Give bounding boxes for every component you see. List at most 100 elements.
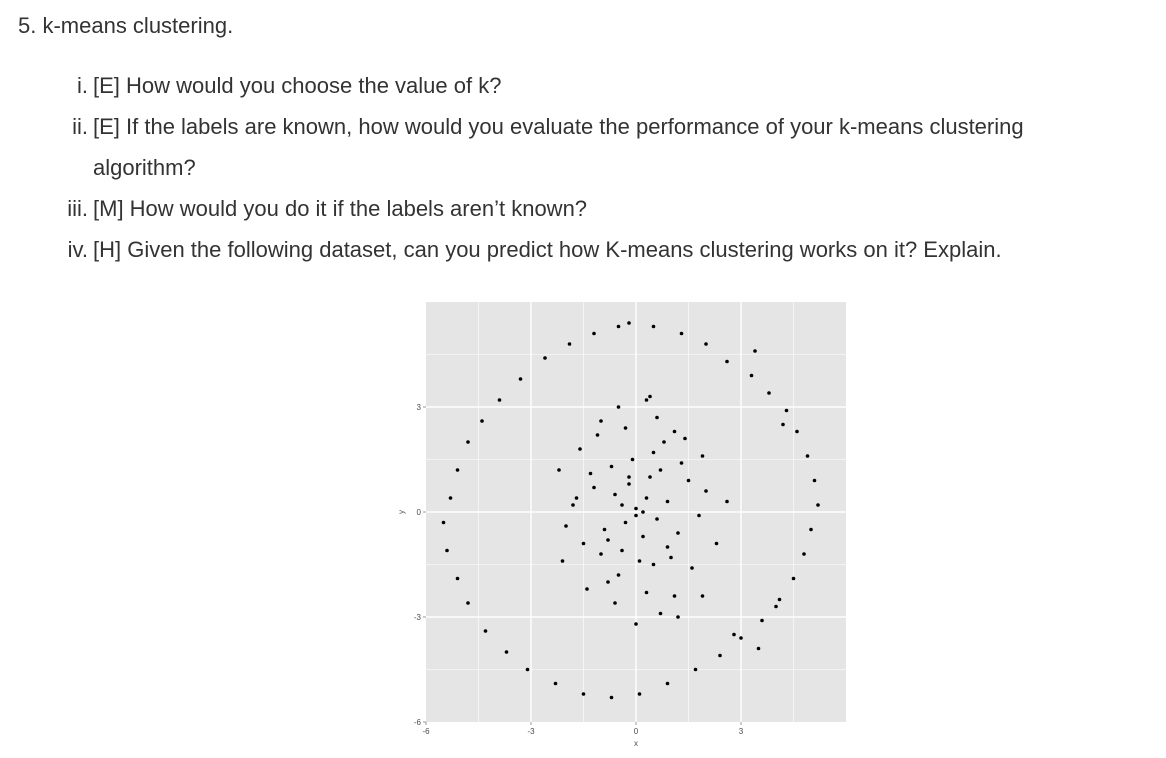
data-point — [644, 590, 649, 595]
data-point — [592, 485, 596, 490]
data-point — [634, 513, 638, 518]
question-item: iv. [H] Given the following dataset, can… — [0, 236, 1166, 277]
data-point — [609, 464, 614, 469]
data-point — [455, 468, 460, 472]
data-point — [553, 681, 558, 686]
data-point — [644, 496, 649, 500]
data-point — [466, 601, 470, 605]
x-axis-label: x — [634, 739, 638, 748]
data-point — [697, 513, 701, 518]
question-text: [E] If the labels are known, how would y… — [93, 114, 1024, 139]
question-number: ii. — [72, 114, 88, 139]
data-point — [609, 695, 614, 700]
data-point — [655, 517, 659, 521]
x-tick-label: -3 — [527, 727, 535, 736]
data-point — [812, 478, 817, 483]
data-point — [616, 405, 621, 409]
x-tick-label: -6 — [422, 727, 430, 736]
data-point — [781, 422, 785, 427]
data-point — [595, 433, 600, 437]
data-point — [809, 527, 813, 532]
data-point — [483, 629, 488, 633]
data-point — [578, 447, 582, 451]
data-point — [672, 429, 677, 434]
data-point — [613, 492, 617, 497]
data-point — [676, 615, 680, 619]
data-point — [585, 587, 589, 591]
data-point — [749, 373, 754, 378]
question-item: ii. [E] If the labels are known, how wou… — [0, 113, 1166, 195]
data-point — [525, 667, 530, 672]
data-point — [718, 653, 722, 658]
y-tick-label: -3 — [414, 613, 422, 622]
data-point — [637, 692, 642, 696]
data-point — [616, 573, 621, 577]
data-point — [641, 534, 645, 539]
data-point — [613, 601, 617, 605]
data-point — [679, 461, 684, 465]
data-point — [700, 594, 705, 598]
data-point — [581, 541, 586, 546]
y-tick-label: -6 — [414, 718, 422, 727]
data-point — [756, 646, 761, 651]
data-point — [641, 510, 645, 514]
data-point — [676, 531, 680, 535]
data-point — [543, 356, 547, 360]
question-number: iii. — [67, 196, 88, 221]
data-point — [795, 429, 799, 434]
data-point — [616, 324, 621, 329]
data-point — [725, 499, 729, 504]
data-point — [606, 580, 610, 584]
data-point — [599, 552, 603, 556]
data-point — [497, 398, 502, 402]
data-point — [448, 496, 453, 500]
data-point — [455, 576, 460, 581]
data-point — [606, 538, 610, 542]
data-point — [630, 457, 635, 462]
scatter-plot: -6 -3 0 3 -6 -3 0 3 x y — [397, 302, 846, 748]
data-point — [620, 548, 624, 553]
data-point — [637, 559, 642, 563]
data-point — [816, 503, 820, 507]
data-point — [805, 454, 810, 458]
y-tick-label: 0 — [417, 508, 422, 517]
data-point — [634, 506, 638, 511]
data-point — [683, 436, 687, 441]
data-point — [441, 520, 446, 525]
data-point — [564, 524, 568, 528]
data-point — [599, 419, 603, 423]
data-point — [651, 324, 656, 329]
data-point — [627, 321, 631, 325]
data-point — [767, 391, 771, 395]
data-point — [704, 342, 708, 346]
data-point — [774, 604, 778, 609]
data-point — [560, 559, 565, 563]
data-point — [662, 440, 666, 444]
data-point — [648, 475, 652, 479]
data-point — [658, 611, 663, 616]
data-point — [725, 359, 729, 364]
data-point — [690, 566, 694, 570]
question-number: i. — [77, 73, 88, 98]
data-point — [777, 597, 782, 602]
data-point — [574, 496, 579, 500]
data-point — [655, 415, 659, 420]
x-tick-label: 3 — [739, 727, 744, 736]
data-point — [623, 520, 628, 525]
data-point — [686, 478, 691, 483]
question-item: i. [E] How would you choose the value of… — [0, 72, 1166, 113]
data-point — [592, 331, 596, 336]
data-point — [665, 545, 670, 549]
data-point — [665, 499, 670, 504]
data-point — [602, 527, 607, 532]
data-point — [784, 408, 789, 413]
question-item: iii. [M] How would you do it if the labe… — [0, 195, 1166, 236]
data-point — [623, 426, 628, 430]
data-point — [518, 377, 523, 381]
data-point — [700, 454, 705, 458]
data-point — [571, 503, 575, 507]
data-point — [567, 342, 572, 346]
y-axis-label: y — [397, 510, 406, 514]
question-heading: 5. k-means clustering. — [18, 13, 234, 38]
data-point — [627, 475, 631, 479]
